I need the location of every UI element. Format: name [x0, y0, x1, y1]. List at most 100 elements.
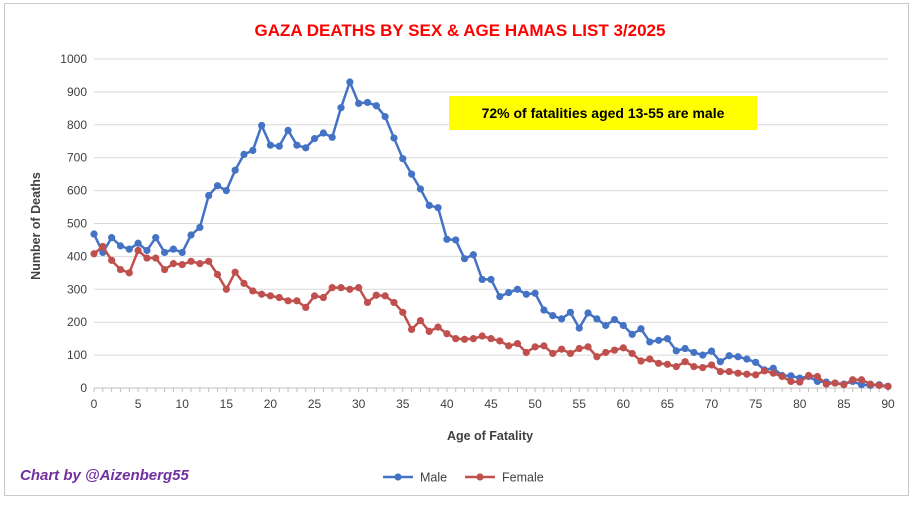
male-point: [725, 352, 733, 360]
y-tick-label: 200: [67, 315, 87, 329]
male-point: [655, 336, 663, 344]
female-point: [813, 372, 822, 381]
female-point: [134, 246, 142, 255]
x-tick-label: 0: [91, 397, 98, 411]
female-point: [152, 254, 160, 262]
female-point: [602, 348, 610, 357]
female-point: [108, 256, 116, 264]
female-point: [760, 367, 769, 375]
male-point: [169, 245, 177, 253]
female-point: [231, 268, 239, 276]
male-point: [310, 135, 319, 143]
axis-layer: 0 100 200 300 400 500 600 700 800 900 1000 0 5 10 15 20…: [60, 52, 895, 411]
male-point: [222, 187, 230, 195]
female-point: [160, 265, 169, 274]
male-point: [593, 315, 601, 323]
male-point: [496, 292, 504, 301]
female-point: [416, 316, 425, 325]
male-point: [337, 104, 345, 112]
male-point: [249, 146, 257, 155]
female-point: [690, 363, 698, 371]
female-point: [513, 339, 522, 348]
male-point: [434, 204, 442, 212]
male-point: [196, 223, 204, 232]
female-point: [460, 335, 469, 343]
female-point: [822, 380, 830, 388]
male-point: [134, 239, 142, 247]
y-tick-label: 900: [67, 85, 87, 99]
male-point: [90, 230, 98, 238]
male-point: [381, 112, 389, 121]
x-tick-label: 45: [484, 397, 498, 411]
female-point: [408, 325, 416, 334]
male-point: [487, 275, 495, 284]
female-point: [443, 330, 451, 338]
female-point: [399, 308, 407, 316]
male-point: [716, 358, 724, 366]
female-point: [284, 297, 292, 305]
female-point: [637, 357, 645, 365]
male-point: [108, 234, 116, 242]
female-point: [875, 381, 883, 389]
chart-svg: GAZA DEATHS BY SEX & AGE HAMAS LIST 3/20…: [20, 21, 895, 485]
chart-title: GAZA DEATHS BY SEX & AGE HAMAS LIST 3/20…: [255, 21, 666, 40]
male-point: [266, 141, 275, 149]
y-tick-label: 400: [67, 249, 87, 263]
female-point: [619, 344, 627, 352]
female-point: [125, 269, 133, 277]
female-point: [849, 376, 857, 384]
series-layer: [90, 78, 892, 390]
female-point: [593, 353, 601, 361]
y-tick-label: 0: [80, 381, 87, 395]
male-point: [513, 285, 522, 293]
male-point: [619, 321, 627, 330]
male-point: [628, 330, 636, 338]
female-point: [478, 332, 486, 340]
female-point: [310, 292, 319, 300]
legend-swatch-marker: [476, 473, 484, 481]
male-point: [160, 248, 169, 257]
male-point: [213, 182, 222, 190]
female-point: [328, 284, 336, 292]
female-point: [363, 298, 372, 307]
male-point: [363, 98, 372, 107]
female-point: [769, 369, 777, 377]
female-point: [240, 279, 248, 287]
male-point: [143, 246, 151, 255]
female-point: [787, 377, 795, 386]
male-point: [346, 78, 354, 86]
male-point: [575, 324, 583, 332]
female-point: [249, 287, 257, 295]
female-point: [857, 376, 866, 384]
legend-item-male: Male: [383, 471, 447, 485]
male-point: [408, 170, 416, 178]
male-point: [178, 248, 186, 257]
female-point: [258, 290, 266, 298]
male-point: [258, 121, 266, 130]
x-tick-label: 85: [837, 397, 851, 411]
x-tick-label: 20: [264, 397, 278, 411]
female-point: [196, 260, 204, 268]
female-point: [275, 293, 283, 302]
male-point: [152, 234, 160, 242]
annotation-text: 72% of fatalities aged 13-55 are male: [482, 105, 725, 121]
male-point: [319, 129, 327, 137]
female-point: [505, 342, 513, 350]
male-point: [787, 372, 795, 380]
female-point: [522, 348, 530, 357]
female-point: [213, 270, 222, 279]
female-point: [540, 342, 548, 350]
female-point: [805, 371, 813, 380]
male-point: [646, 338, 654, 346]
female-point: [434, 323, 442, 331]
male-point: [540, 306, 548, 314]
y-tick-label: 500: [67, 217, 87, 231]
male-point: [602, 321, 610, 330]
female-point: [884, 382, 892, 390]
male-point: [125, 245, 133, 253]
male-point: [672, 347, 680, 355]
male-point: [240, 150, 248, 159]
chart-frame: GAZA DEATHS BY SEX & AGE HAMAS LIST 3/20…: [4, 3, 909, 496]
female-point: [452, 335, 460, 343]
female-point: [655, 359, 663, 367]
